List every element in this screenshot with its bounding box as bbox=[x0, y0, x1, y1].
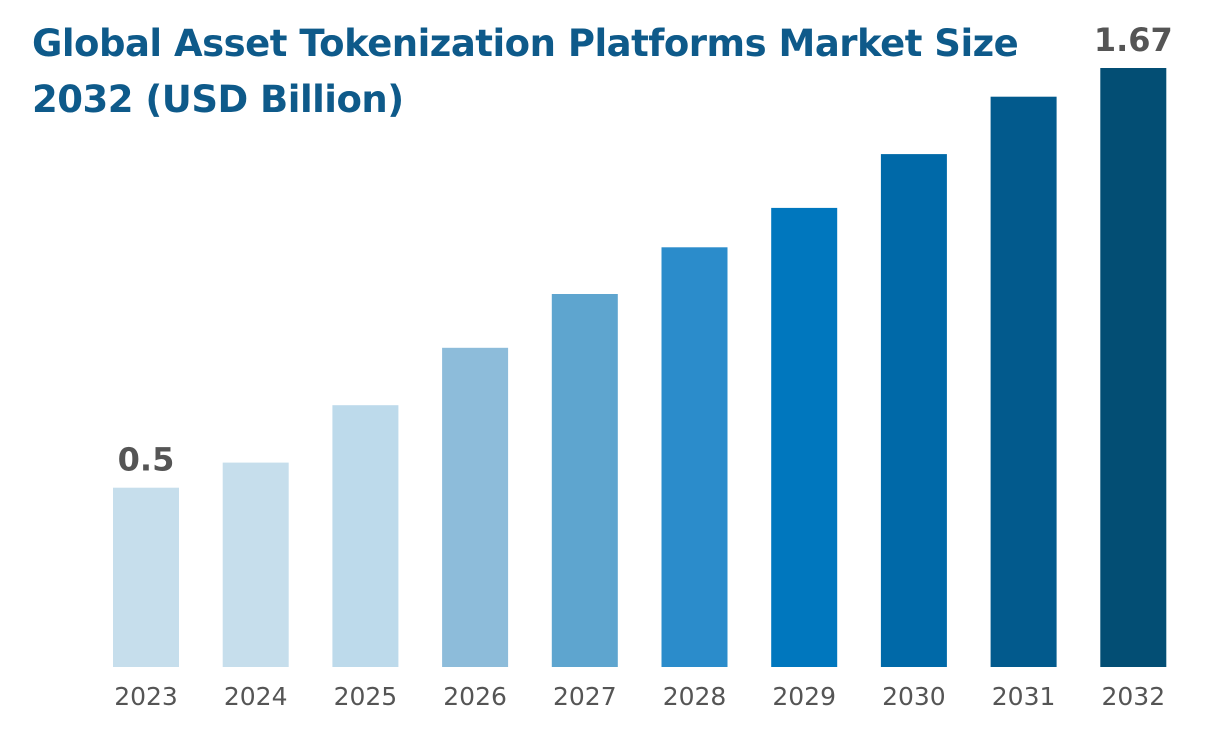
bar-2024 bbox=[222, 462, 289, 667]
x-tick-label-2025: 2025 bbox=[334, 682, 398, 711]
x-tick-label-2030: 2030 bbox=[882, 682, 946, 711]
bar-2023 bbox=[113, 487, 179, 667]
bar-2026 bbox=[442, 347, 509, 667]
bar-2028 bbox=[661, 247, 728, 668]
chart-title-line-1: Global Asset Tokenization Platforms Mark… bbox=[32, 22, 1019, 65]
chart-title: Global Asset Tokenization Platforms Mark… bbox=[32, 16, 1032, 128]
x-tick-label-2024: 2024 bbox=[224, 682, 288, 711]
bar-2031 bbox=[990, 96, 1057, 667]
bar-2030 bbox=[880, 154, 947, 668]
data-label-2032: 1.67 bbox=[1094, 21, 1173, 59]
bar-2025 bbox=[332, 405, 399, 667]
bar-2032 bbox=[1100, 68, 1167, 667]
bar-2029 bbox=[771, 207, 838, 667]
chart-title-line-2: 2032 (USD Billion) bbox=[32, 78, 404, 121]
x-tick-label-2032: 2032 bbox=[1101, 682, 1165, 711]
x-tick-label-2023: 2023 bbox=[114, 682, 178, 711]
x-tick-label-2029: 2029 bbox=[772, 682, 836, 711]
x-tick-label-2026: 2026 bbox=[443, 682, 507, 711]
x-tick-label-2027: 2027 bbox=[553, 682, 617, 711]
data-label-2023: 0.5 bbox=[118, 441, 175, 479]
x-tick-label-2031: 2031 bbox=[992, 682, 1056, 711]
bar-2027 bbox=[551, 294, 618, 667]
x-tick-label-2028: 2028 bbox=[663, 682, 727, 711]
